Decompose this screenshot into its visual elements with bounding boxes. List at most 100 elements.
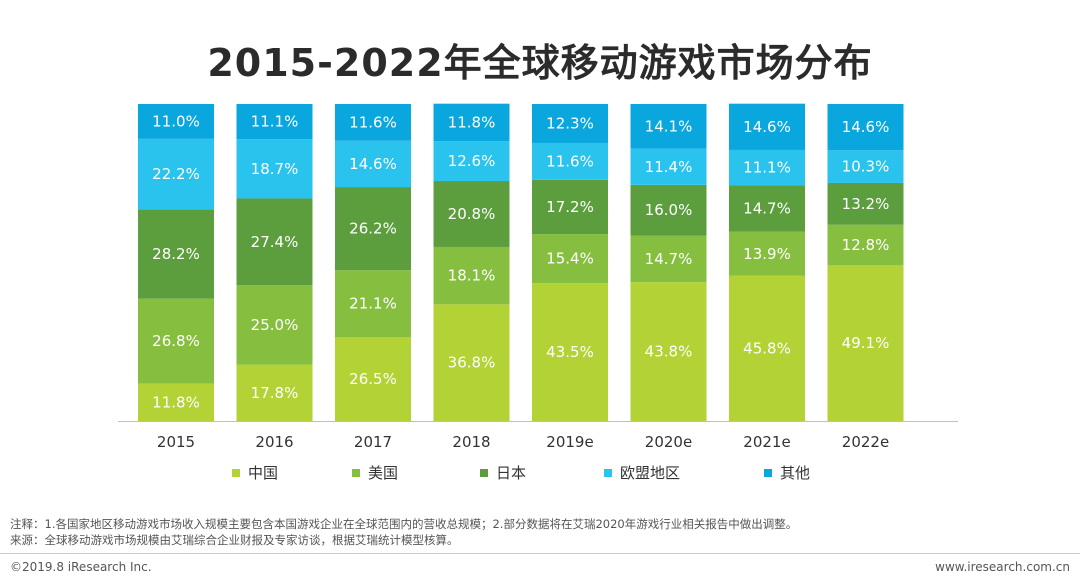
bar-segment (236, 285, 313, 365)
bar-segment (827, 224, 904, 266)
data-label: 10.3% (842, 158, 890, 176)
legend-label: 其他 (780, 464, 811, 482)
bar-segment (236, 104, 313, 140)
bar-segment (827, 182, 904, 225)
bar-segment (433, 304, 510, 421)
x-tick-label: 2016 (255, 433, 293, 451)
bar-segment (433, 103, 510, 142)
footnote-remark: 注释：1.各国家地区移动游戏市场收入规模主要包含本国游戏企业在全球范围内的营收总… (10, 517, 798, 531)
stacked-bar-chart: 11.8% 26.8% 28.2% 22.2% 11.0% 2015 17.8% 25.0% 2… (118, 103, 958, 451)
bar-segment (433, 181, 510, 247)
legend-swatch (480, 468, 488, 477)
legend-item: 欧盟地区 (604, 462, 680, 483)
bar-segment (827, 150, 904, 183)
data-label: 21.1% (349, 295, 397, 313)
data-label: 14.6% (743, 118, 791, 136)
legend-item: 美国 (352, 462, 398, 483)
data-label: 11.0% (152, 112, 200, 130)
legend-swatch (604, 468, 612, 477)
legend-label: 中国 (248, 464, 279, 482)
bar-segment (729, 103, 805, 150)
bar-segment (729, 149, 805, 186)
bar-segment (827, 265, 904, 421)
bar-segment (236, 364, 313, 421)
footer-divider (0, 553, 1080, 554)
bar-segment (630, 235, 707, 283)
x-tick-label: 2018 (452, 433, 490, 451)
data-label: 12.3% (546, 114, 594, 132)
bar-segment (335, 140, 411, 188)
data-label: 28.2% (152, 245, 200, 263)
data-label: 43.8% (645, 343, 693, 361)
data-label: 11.4% (645, 158, 693, 176)
bar-segment (729, 275, 805, 421)
bar-segment (532, 142, 608, 180)
data-label: 20.8% (448, 205, 496, 223)
legend-swatch (764, 468, 772, 477)
legend-item: 日本 (480, 462, 526, 483)
bar-segment (335, 187, 411, 271)
bar-segment (433, 246, 510, 305)
data-label: 11.8% (448, 113, 496, 131)
data-label: 14.1% (645, 117, 693, 135)
x-tick-label: 2019e (546, 433, 593, 451)
data-label: 11.1% (251, 113, 299, 131)
data-label: 12.6% (448, 152, 496, 170)
data-label: 22.2% (152, 165, 200, 183)
data-label: 11.6% (546, 152, 594, 170)
bar-segment (532, 104, 608, 143)
chart-title: 2015-2022年全球移动游戏市场分布 (207, 41, 873, 85)
legend: 中国 美国 日本 欧盟地区 其他 (0, 462, 1080, 484)
bar-segment (630, 148, 707, 185)
bar-segment (433, 141, 510, 182)
data-label: 16.0% (645, 201, 693, 219)
data-label: 17.8% (251, 384, 299, 402)
data-label: 26.5% (349, 370, 397, 388)
data-label: 11.1% (743, 159, 791, 177)
legend-label: 日本 (496, 464, 527, 482)
data-label: 14.6% (842, 118, 890, 136)
bar-segment (236, 139, 313, 199)
data-label: 14.7% (645, 250, 693, 268)
bar-segment (236, 198, 313, 286)
data-label: 43.5% (546, 343, 594, 361)
x-tick-label: 2017 (354, 433, 392, 451)
data-label: 11.8% (152, 393, 200, 411)
bar-segment (335, 104, 411, 141)
data-label: 25.0% (251, 316, 299, 334)
bar-segment (335, 270, 411, 337)
bar-segment (630, 184, 707, 236)
legend-label: 美国 (368, 464, 399, 482)
bar-segment (729, 231, 805, 276)
data-label: 17.2% (546, 198, 594, 216)
data-label: 36.8% (448, 354, 496, 372)
legend-swatch (352, 468, 360, 477)
data-label: 18.7% (251, 160, 299, 178)
x-tick-label: 2015 (157, 433, 195, 451)
data-label: 26.2% (349, 220, 397, 238)
footnote-source: 来源：全球移动游戏市场规模由艾瑞综合企业财报及专家访谈，根据艾瑞统计模型核算。 (10, 533, 459, 547)
legend-swatch (232, 468, 240, 477)
legend-item: 其他 (764, 462, 810, 483)
bar-segment (827, 104, 904, 151)
bar-segment (630, 282, 707, 421)
data-label: 18.1% (448, 267, 496, 285)
legend-label: 欧盟地区 (620, 464, 681, 482)
data-label: 27.4% (251, 233, 299, 251)
bar-segment (138, 209, 214, 299)
bar-segment (335, 336, 411, 421)
bar-segment (630, 104, 707, 149)
data-label: 15.4% (546, 250, 594, 268)
data-label: 45.8% (743, 339, 791, 357)
bar-segment (138, 383, 214, 421)
x-tick-label: 2022e (842, 433, 889, 451)
x-tick-label: 2021e (743, 433, 790, 451)
bar-segment (138, 104, 214, 139)
website-text: www.iresearch.com.cn (935, 560, 1070, 574)
data-label: 26.8% (152, 332, 200, 350)
data-label: 49.1% (842, 334, 890, 352)
bar-segment (138, 298, 214, 384)
x-tick-label: 2020e (645, 433, 692, 451)
bar-segment (138, 138, 214, 210)
bar-segment (532, 283, 608, 421)
